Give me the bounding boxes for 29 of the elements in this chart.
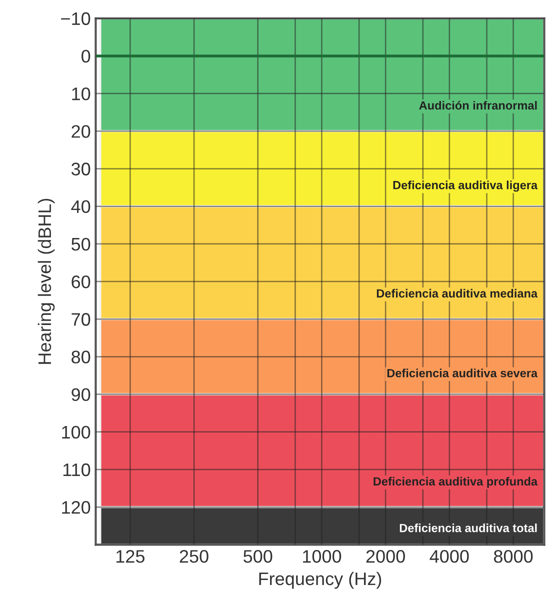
y-tick-label: 30 xyxy=(71,162,90,176)
y-tick-label: 0 xyxy=(82,50,90,63)
y-tick-label: 90 xyxy=(72,388,90,402)
band-label: Audición infranormal xyxy=(419,100,537,110)
y-tick-label: 50 xyxy=(72,238,90,251)
x-tick-label: 500 xyxy=(244,550,272,563)
band-label: Deficiencia auditiva ligera xyxy=(393,180,538,192)
band-label: Deficiencia auditiva total xyxy=(400,524,537,532)
band-label: Deficiencia auditiva profunda xyxy=(374,476,538,488)
y-tick-label: 120 xyxy=(62,501,90,514)
x-tick-label: 125 xyxy=(116,550,144,563)
y-tick-label: 60 xyxy=(72,275,90,288)
y-tick-label: 100 xyxy=(62,426,90,439)
x-axis-title: Frequency (Hz) xyxy=(259,572,382,589)
band-label: Deficiencia auditiva severa xyxy=(387,368,538,378)
y-tick-label: −10 xyxy=(61,12,90,26)
x-tick-label: 1000 xyxy=(303,550,342,563)
y-tick-label: 10 xyxy=(72,87,90,100)
x-tick-label: 250 xyxy=(180,550,208,563)
x-tick-label: 2000 xyxy=(366,550,405,563)
y-tick-label: 70 xyxy=(72,313,90,326)
y-tick-label: 20 xyxy=(72,125,90,138)
x-tick-label: 8000 xyxy=(494,550,533,563)
y-tick-label: 110 xyxy=(63,463,90,476)
x-tick-label: 4000 xyxy=(430,550,469,563)
y-tick-label: 40 xyxy=(71,200,90,214)
band-label: Deficiencia auditiva mediana xyxy=(376,288,538,298)
y-axis-title: Hearing level (dBHL) xyxy=(38,198,55,364)
y-tick-label: 80 xyxy=(72,350,90,364)
